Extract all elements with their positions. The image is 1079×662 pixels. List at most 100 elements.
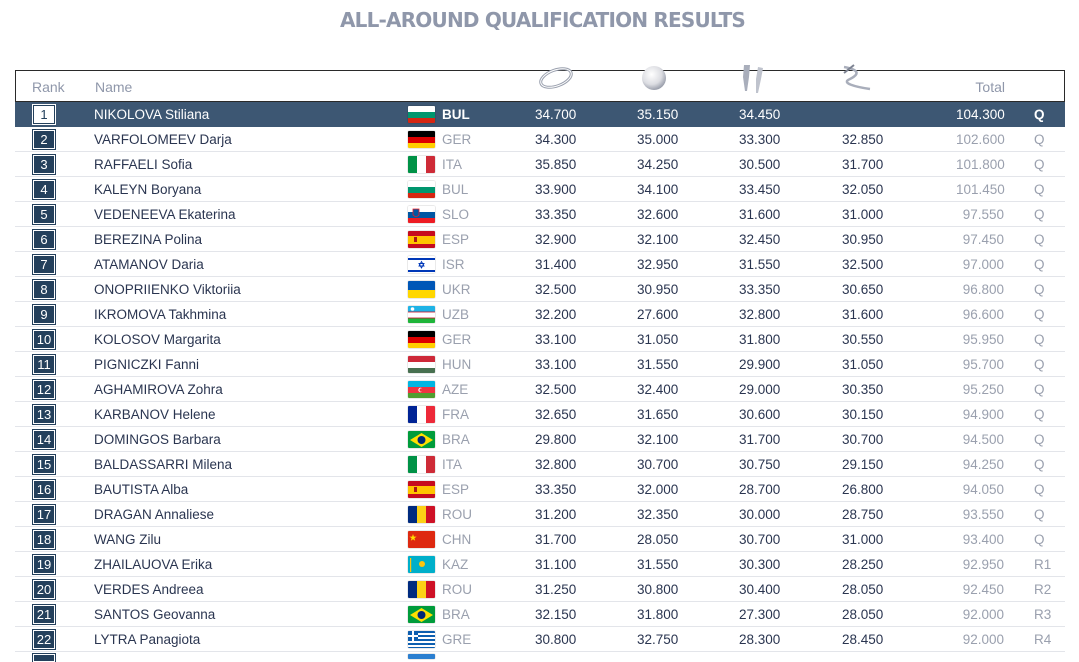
qualification-status: Q: [1034, 457, 1045, 472]
table-row[interactable]: 5 VEDENEEVA Ekaterina SLO 33.350 32.600 31.60…: [15, 202, 1065, 227]
ribbon-score: 30.150: [842, 407, 884, 422]
table-row[interactable]: 2 VARFOLOMEEV Darja GER 34.300 35.000 33.300 3…: [15, 127, 1065, 152]
ribbon-icon: [843, 64, 871, 91]
rank-badge: 6: [32, 229, 56, 250]
rank-badge: 22: [32, 629, 56, 650]
table-row[interactable]: 16 BAUTISTA Alba ESP 33.350 32.000 28.700 26.8…: [15, 477, 1065, 502]
table-row[interactable]: 10 KOLOSOV Margarita GER 33.100 31.050 31.800…: [15, 327, 1065, 352]
qualification-status: Q: [1034, 182, 1045, 197]
ribbon-score: 32.500: [842, 257, 884, 272]
qualification-status: Q: [1034, 432, 1045, 447]
clubs-score: 33.350: [739, 282, 781, 297]
country-code: BRA: [442, 607, 470, 622]
table-row[interactable]: 17 DRAGAN Annaliese ROU 31.200 32.350 30.000 2…: [15, 502, 1065, 527]
ribbon-score: 32.850: [842, 132, 884, 147]
bul-flag-icon: [408, 181, 435, 198]
total-score: 102.600: [956, 132, 1005, 147]
table-row[interactable]: 9 IKROMOVA Takhmina UZB 32.200 27.600 32.800 3…: [15, 302, 1065, 327]
table-row[interactable]: 21 SANTOS Geovanna BRA 32.150 31.800 27.300 28…: [15, 602, 1065, 627]
table-row[interactable]: 22 LYTRA Panagiota GRE 30.800 32.750 28.300 28…: [15, 627, 1065, 652]
athlete-name: KOLOSOV Margarita: [94, 332, 221, 347]
qualification-status: R1: [1034, 557, 1052, 572]
athlete-name: BAUTISTA Alba: [94, 482, 189, 497]
rank-badge: 8: [32, 279, 56, 300]
qualification-status: R3: [1034, 607, 1052, 622]
table-row[interactable]: 19 ZHAILAUOVA Erika KAZ 31.100 31.550 30.300 2…: [15, 552, 1065, 577]
athlete-name: AGHAMIROVA Zohra: [94, 382, 223, 397]
country-code: CHN: [442, 532, 472, 547]
clubs-score: 28.300: [739, 632, 781, 647]
table-row[interactable]: 15 BALDASSARRI Milena ITA 32.800 30.700 30.75…: [15, 452, 1065, 477]
table-row[interactable]: 8 ONOPRIIENKO Viktoriia UKR 32.500 30.950 33.…: [15, 277, 1065, 302]
ribbon-score: 28.050: [842, 582, 884, 597]
hoop-score: 34.300: [535, 132, 577, 147]
country-code: GER: [442, 332, 472, 347]
hoop-score: 32.650: [535, 407, 577, 422]
athlete-name: SANTOS Geovanna: [94, 607, 216, 622]
ita-flag-icon: [408, 156, 435, 173]
ball-score: 30.800: [637, 582, 679, 597]
country-code: BUL: [442, 182, 469, 197]
total-score: 92.000: [962, 607, 1004, 622]
ball-score: 31.550: [637, 557, 679, 572]
ball-score: 27.600: [637, 307, 679, 322]
results-table: Rank Name Total 1 NIKOLOVA Stil: [15, 64, 1065, 662]
ball-score: 32.400: [637, 382, 679, 397]
table-row[interactable]: 20 VERDES Andreea ROU 31.250 30.800 30.400 28.…: [15, 577, 1065, 602]
country-code: ITA: [442, 457, 462, 472]
ball-score: 31.050: [637, 332, 679, 347]
athlete-name: ONOPRIIENKO Viktoriia: [94, 282, 241, 297]
country-code: GER: [442, 132, 472, 147]
clubs-score: 28.700: [739, 482, 781, 497]
table-row[interactable]: 4 KALEYN Boryana BUL 33.900 34.100 33.450 32.0…: [15, 177, 1065, 202]
country-code: ROU: [442, 582, 472, 597]
esp-flag-icon: [408, 231, 435, 248]
table-row[interactable]: 7 ATAMANOV Daria ISR 31.400 32.950 31.550 32.5…: [15, 252, 1065, 277]
total-score: 96.600: [962, 307, 1004, 322]
clubs-score: 29.000: [739, 382, 781, 397]
table-row[interactable]: 6 BEREZINA Polina ESP 32.900 32.100 32.450 30.…: [15, 227, 1065, 252]
rank-header: Rank: [32, 79, 65, 95]
table-row[interactable]: 11 PIGNICZKI Fanni HUN 33.100 31.550 29.900 31…: [15, 352, 1065, 377]
ger-flag-icon: [408, 131, 435, 148]
table-row[interactable]: 18 WANG Zilu CHN 31.700 28.050 30.700 31.000 93…: [15, 527, 1065, 552]
total-score: 97.450: [962, 232, 1004, 247]
total-score: 94.250: [962, 457, 1004, 472]
ribbon-score: 31.000: [842, 207, 884, 222]
table-row[interactable]: 13 KARBANOV Helene FRA 32.650 31.650 30.600 30…: [15, 402, 1065, 427]
clubs-score: 31.600: [739, 207, 781, 222]
rank-badge: 4: [32, 179, 56, 200]
clubs-score: 31.550: [739, 257, 781, 272]
qualification-status: R2: [1034, 582, 1052, 597]
uzb-flag-icon: [408, 306, 435, 323]
country-code: HUN: [442, 357, 472, 372]
hun-flag-icon: [408, 356, 435, 373]
hoop-score: 32.500: [535, 382, 577, 397]
ball-score: 31.650: [637, 407, 679, 422]
rank-badge: 21: [32, 604, 56, 625]
rank-badge: 2: [32, 129, 56, 150]
table-row[interactable]: 1 NIKOLOVA Stiliana BUL 34.700 35.150 34.450 1…: [15, 102, 1065, 127]
table-row[interactable]: 12 AGHAMIROVA Zohra AZE 32.500 32.400 29.000 3…: [15, 377, 1065, 402]
ball-score: 32.350: [637, 507, 679, 522]
flag-icon: [408, 654, 435, 659]
table-row[interactable]: 14 DOMINGOS Barbara BRA 29.800 32.100 31.700 3…: [15, 427, 1065, 452]
hoop-score: 33.100: [535, 332, 577, 347]
table-row[interactable]: 3 RAFFAELI Sofia ITA 35.850 34.250 30.500 31.7…: [15, 152, 1065, 177]
rank-badge: 15: [32, 454, 56, 475]
athlete-name: VERDES Andreea: [94, 582, 204, 597]
ribbon-score: 32.050: [842, 182, 884, 197]
total-score: 92.000: [962, 632, 1004, 647]
athlete-name: PIGNICZKI Fanni: [94, 357, 200, 372]
total-score: 101.800: [956, 157, 1005, 172]
total-score: 94.500: [962, 432, 1004, 447]
total-score: 94.050: [962, 482, 1004, 497]
clubs-score: 30.700: [739, 532, 781, 547]
total-score: 93.400: [962, 532, 1004, 547]
ball-score: 34.100: [637, 182, 679, 197]
ribbon-score: 26.800: [842, 482, 884, 497]
clubs-score: 30.500: [739, 157, 781, 172]
hoop-score: 33.100: [535, 357, 577, 372]
page-title: ALL-AROUND QUALIFICATION RESULTS: [339, 8, 746, 32]
bul-flag-icon: [408, 106, 435, 123]
